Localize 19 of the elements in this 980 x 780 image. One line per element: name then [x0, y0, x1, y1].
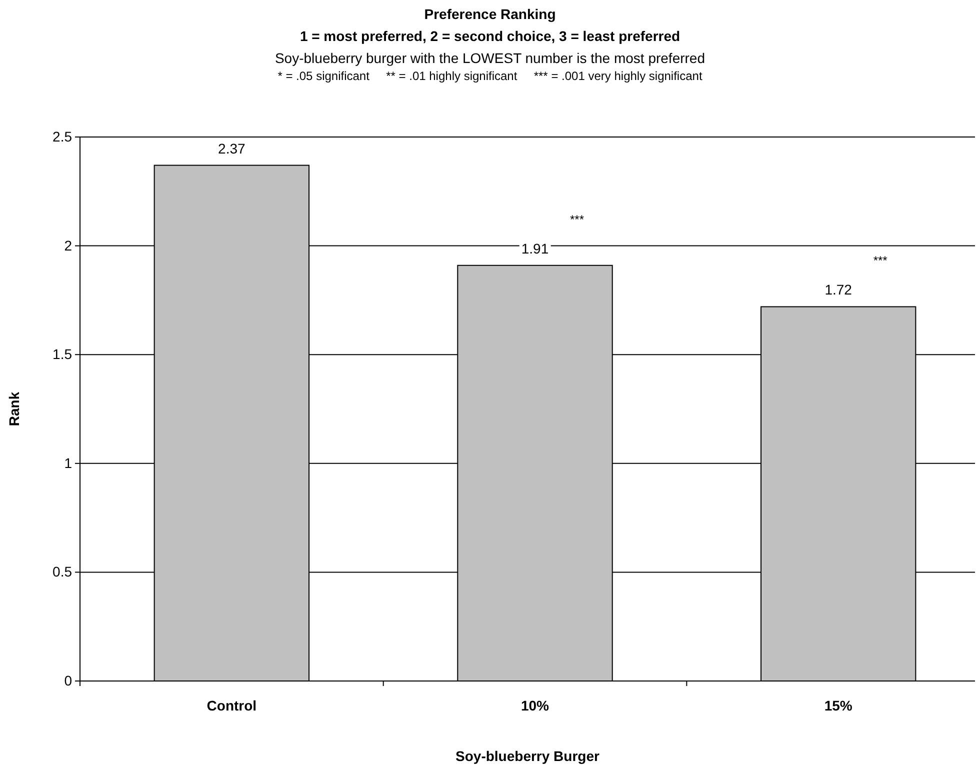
y-tick-label: 2.5 — [52, 128, 72, 144]
annotation: *** — [570, 212, 584, 226]
y-tick-label: 0 — [64, 672, 72, 688]
y-tick-label: 1.5 — [52, 346, 72, 362]
data-label: 2.37 — [218, 140, 246, 156]
x-tick-label: Control — [206, 698, 257, 714]
x-tick-label: 10% — [520, 698, 550, 714]
y-tick-label: 1 — [64, 454, 72, 471]
data-label: 1.91 — [521, 240, 549, 256]
text: * = .05 significant ** = .01 highly significant *** = .001 very highly significant — [278, 69, 703, 83]
x-axis-title: Soy-blueberry Burger — [456, 748, 600, 764]
chart-subtitle: Soy-blueberry burger with the LOWEST number is the most preferred — [274, 50, 706, 66]
x-tick-label: 15% — [824, 698, 853, 714]
annotation: *** — [873, 254, 888, 268]
chart-title: Preference Ranking 1 = most preferred, 2 = second choice, 3 = least preferred — [300, 6, 680, 44]
y-tick-label: 0.5 — [52, 564, 72, 580]
data-label: 1.72 — [824, 282, 852, 298]
y-axis-title: Rank — [6, 392, 22, 426]
y-tick-label: 2 — [64, 237, 72, 254]
